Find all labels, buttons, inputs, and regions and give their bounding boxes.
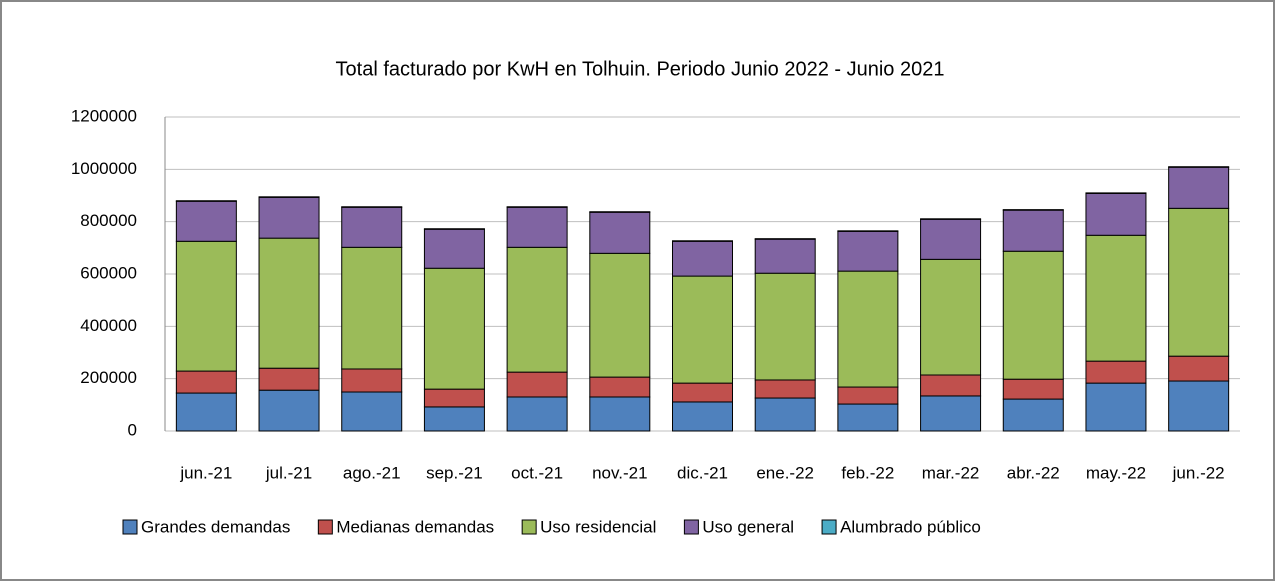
bar-segment: [589, 211, 651, 254]
x-tick-label: jun.-21: [179, 463, 232, 482]
bar-segment: [258, 237, 320, 369]
bar-segment: [1168, 355, 1230, 382]
bar-segment: [1168, 380, 1230, 432]
bar-segment: [175, 392, 237, 432]
bar-segment: [175, 200, 237, 202]
chart-title: Total facturado por KwH en Tolhuin. Peri…: [336, 58, 945, 80]
bar-segment: [341, 368, 403, 393]
legend-swatch: [821, 519, 837, 535]
legend-swatch: [683, 519, 699, 535]
bar-segment: [672, 401, 733, 432]
bar-segment: [1085, 192, 1147, 236]
bar-segment: [1085, 234, 1147, 362]
bar-segment: [423, 388, 485, 408]
x-tick-label: jul.-21: [265, 463, 312, 482]
bar-segment: [1002, 209, 1064, 211]
legend-label: Uso general: [702, 517, 794, 536]
bar-segment: [1002, 398, 1064, 432]
legend-label: Grandes demandas: [141, 517, 290, 536]
bar-segment: [1085, 360, 1147, 384]
bar-segment: [258, 389, 320, 432]
bar-segment: [1002, 209, 1064, 252]
y-tick-label: 1000000: [71, 159, 137, 178]
bar-segment: [1168, 166, 1230, 209]
x-tick-label: nov.-21: [592, 463, 647, 482]
y-tick-label: 1200000: [71, 106, 137, 125]
bar-segment: [672, 240, 733, 277]
x-tick-label: dic.-21: [677, 463, 728, 482]
bar-segment: [1002, 378, 1064, 400]
x-tick-label: sep.-21: [426, 463, 483, 482]
bar-segment: [1168, 207, 1230, 357]
bar-segment: [589, 252, 651, 378]
bar-segment: [1002, 250, 1064, 380]
bar-segment: [258, 196, 320, 198]
legend-label: Medianas demandas: [336, 517, 494, 536]
bar-segment: [506, 206, 568, 248]
bar-segment: [754, 238, 816, 274]
bar-segment: [341, 206, 403, 248]
bar-segment: [589, 396, 651, 432]
x-tick-label: mar.-22: [922, 463, 980, 482]
bar-segment: [672, 382, 733, 403]
bar-segment: [589, 211, 651, 213]
bar-segment: [341, 206, 403, 208]
bar-segment: [423, 228, 485, 269]
y-tick-label: 200000: [80, 368, 137, 387]
bar-segment: [837, 386, 899, 405]
x-tick-label: jun.-22: [1172, 463, 1225, 482]
bar-segment: [920, 395, 982, 432]
bar-segment: [837, 403, 899, 432]
bar-segment: [1168, 166, 1230, 168]
bar-segment: [754, 272, 816, 381]
bar-segment: [754, 397, 816, 432]
bar-segment: [754, 379, 816, 399]
bar-segment: [258, 196, 320, 239]
bar-segment: [589, 376, 651, 398]
legend-swatch: [521, 519, 537, 535]
bar-segment: [341, 246, 403, 370]
legend-label: Alumbrado público: [840, 517, 981, 536]
y-tick-label: 400000: [80, 316, 137, 335]
x-tick-label: oct.-21: [511, 463, 563, 482]
bar-segment: [837, 230, 899, 272]
bar-segment: [672, 240, 733, 242]
x-tick-label: abr.-22: [1007, 463, 1060, 482]
bar-segment: [920, 218, 982, 260]
bar-segment: [423, 406, 485, 432]
legend-swatch: [317, 519, 333, 535]
x-tick-label: may.-22: [1086, 463, 1146, 482]
x-tick-label: ago.-21: [343, 463, 401, 482]
bar-segment: [672, 275, 733, 384]
bar-segment: [175, 200, 237, 242]
y-tick-label: 600000: [80, 263, 137, 282]
x-tick-label: feb.-22: [841, 463, 894, 482]
y-tick-label: 0: [128, 420, 137, 439]
bar-segment: [506, 206, 568, 208]
bar-segment: [506, 371, 568, 398]
x-tick-label: ene.-22: [756, 463, 814, 482]
bar-segment: [341, 391, 403, 432]
legend-label: Uso residencial: [540, 517, 656, 536]
bar-segment: [506, 396, 568, 432]
bar-segment: [920, 258, 982, 376]
y-tick-label: 800000: [80, 211, 137, 230]
bar-segment: [920, 218, 982, 220]
bar-segment: [423, 267, 485, 390]
legend-swatch: [122, 519, 138, 535]
bar-segment: [754, 238, 816, 240]
bar-segment: [175, 240, 237, 372]
bar-segment: [175, 370, 237, 394]
bar-segment: [423, 228, 485, 230]
bar-segment: [920, 374, 982, 397]
bar-segment: [1085, 382, 1147, 432]
bar-segment: [506, 246, 568, 373]
bar-segment: [1085, 192, 1147, 194]
bar-segment: [837, 270, 899, 388]
bar-segment: [837, 230, 899, 232]
bar-segment: [258, 367, 320, 391]
